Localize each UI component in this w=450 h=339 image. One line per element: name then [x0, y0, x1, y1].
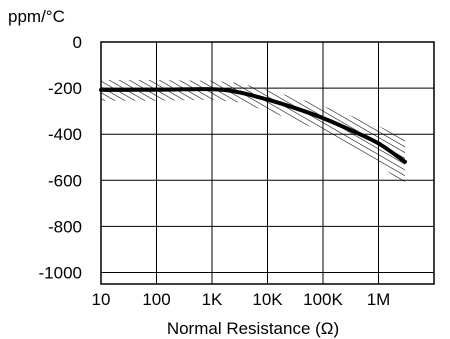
y-tick-label-1: -200 — [48, 79, 82, 98]
y-tick-label-4: -800 — [48, 217, 82, 236]
x-tick-labels: 10 100 1K 10K 100K 1M — [92, 290, 391, 309]
y-tick-label-5: -1000 — [39, 263, 82, 282]
x-tick-label-2: 1K — [202, 290, 223, 309]
x-tick-label-3: 10K — [252, 290, 283, 309]
plot-border — [100, 41, 435, 285]
series-layer — [99, 87, 407, 164]
plot-frame — [100, 41, 435, 285]
series-line-0 — [99, 87, 407, 164]
y-tick-labels: 0 -200 -400 -600 -800 -1000 — [39, 33, 82, 282]
x-axis-label: Normal Resistance (Ω) — [167, 319, 339, 338]
y-tick-label-2: -400 — [48, 125, 82, 144]
y-tick-label-3: -600 — [48, 171, 82, 190]
y-axis-label: ppm/°C — [8, 7, 65, 26]
y-tick-label-0: 0 — [73, 33, 82, 52]
x-tick-label-0: 10 — [92, 290, 111, 309]
x-tick-label-5: 1M — [367, 290, 391, 309]
x-tick-label-4: 100K — [303, 290, 343, 309]
x-tick-label-1: 100 — [142, 290, 170, 309]
